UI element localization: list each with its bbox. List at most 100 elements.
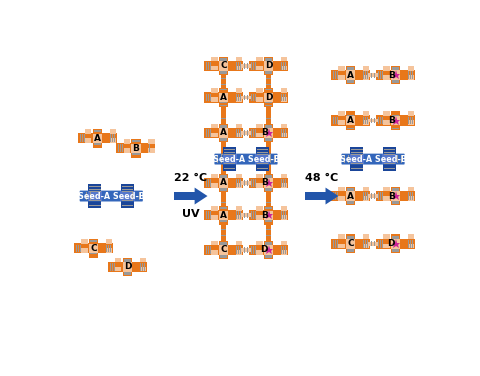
- Bar: [236, 250, 242, 255]
- Bar: [285, 129, 286, 137]
- Bar: [383, 111, 390, 116]
- Bar: [392, 203, 399, 204]
- Bar: [124, 272, 131, 273]
- Bar: [335, 240, 336, 247]
- Bar: [220, 59, 228, 60]
- Bar: [346, 111, 355, 130]
- Bar: [264, 220, 272, 221]
- Bar: [211, 66, 217, 70]
- Bar: [221, 224, 226, 241]
- Bar: [244, 63, 245, 68]
- Bar: [264, 188, 272, 189]
- Bar: [110, 129, 116, 134]
- Bar: [236, 57, 242, 61]
- Bar: [266, 75, 271, 88]
- Bar: [114, 135, 115, 142]
- Bar: [142, 263, 143, 271]
- Bar: [204, 61, 243, 71]
- Bar: [346, 116, 355, 125]
- Bar: [256, 250, 263, 255]
- Bar: [211, 183, 217, 188]
- Bar: [123, 148, 130, 153]
- Text: D: D: [124, 262, 131, 271]
- Bar: [266, 142, 271, 174]
- Bar: [383, 244, 390, 249]
- Bar: [285, 211, 286, 219]
- Bar: [82, 135, 83, 142]
- Bar: [206, 129, 207, 137]
- Bar: [208, 94, 209, 101]
- Bar: [264, 88, 273, 107]
- Bar: [255, 129, 256, 137]
- Bar: [86, 192, 87, 200]
- Bar: [380, 117, 381, 124]
- Text: A: A: [220, 128, 227, 137]
- Bar: [408, 235, 414, 239]
- Bar: [148, 139, 155, 144]
- Bar: [256, 163, 268, 164]
- Bar: [363, 66, 369, 71]
- Bar: [220, 126, 228, 127]
- Bar: [220, 189, 228, 190]
- Bar: [408, 120, 414, 125]
- Bar: [249, 61, 288, 71]
- Bar: [376, 70, 415, 80]
- Bar: [219, 211, 228, 220]
- Bar: [211, 57, 217, 61]
- Bar: [90, 253, 97, 254]
- Bar: [219, 61, 228, 71]
- Bar: [78, 245, 79, 252]
- Bar: [392, 81, 399, 82]
- Bar: [347, 250, 354, 251]
- Bar: [220, 60, 228, 61]
- Bar: [220, 89, 228, 90]
- Bar: [219, 241, 228, 259]
- Bar: [335, 192, 336, 200]
- Bar: [247, 63, 248, 68]
- Bar: [331, 239, 370, 249]
- Bar: [244, 247, 245, 253]
- Bar: [244, 130, 245, 135]
- Bar: [266, 224, 271, 241]
- Bar: [220, 72, 228, 73]
- Bar: [283, 211, 284, 219]
- Text: C: C: [220, 246, 227, 255]
- Bar: [264, 221, 272, 222]
- Bar: [392, 68, 399, 69]
- Bar: [208, 129, 209, 137]
- Bar: [220, 243, 228, 244]
- Bar: [211, 241, 217, 246]
- Bar: [281, 129, 282, 137]
- Bar: [236, 124, 242, 128]
- Bar: [253, 94, 254, 101]
- Bar: [392, 237, 399, 238]
- Bar: [346, 235, 355, 253]
- Bar: [219, 128, 228, 138]
- Bar: [236, 183, 242, 188]
- Bar: [240, 129, 241, 137]
- Bar: [208, 246, 209, 254]
- Bar: [251, 179, 252, 187]
- Bar: [350, 147, 363, 171]
- Bar: [264, 60, 272, 61]
- Bar: [220, 138, 228, 139]
- Bar: [383, 187, 390, 191]
- Bar: [221, 229, 226, 230]
- Bar: [236, 211, 237, 219]
- Bar: [347, 202, 354, 203]
- Bar: [412, 117, 413, 124]
- Bar: [283, 94, 284, 101]
- Bar: [264, 72, 272, 73]
- Bar: [241, 248, 251, 252]
- Bar: [363, 71, 364, 79]
- Bar: [241, 214, 251, 217]
- Bar: [363, 240, 364, 247]
- Bar: [210, 62, 211, 70]
- Text: A: A: [220, 179, 227, 188]
- Bar: [251, 94, 252, 101]
- Bar: [219, 93, 228, 102]
- Bar: [94, 144, 101, 145]
- Bar: [106, 248, 112, 253]
- Bar: [384, 163, 395, 164]
- Bar: [140, 263, 141, 271]
